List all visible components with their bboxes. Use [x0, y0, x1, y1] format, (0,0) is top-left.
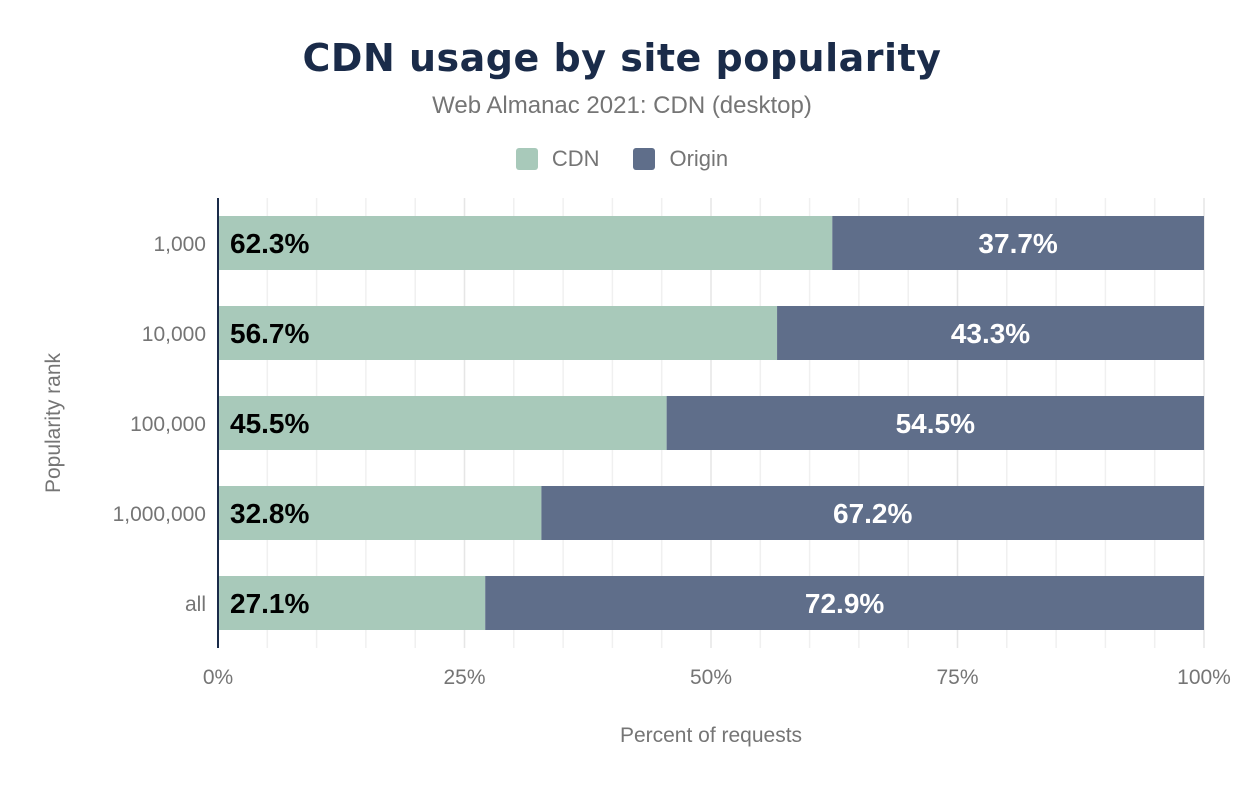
- legend: CDN Origin: [0, 146, 1244, 172]
- chart-subtitle: Web Almanac 2021: CDN (desktop): [432, 92, 812, 119]
- y-tick-label: all: [185, 593, 206, 616]
- bar-cdn: [218, 396, 667, 450]
- x-tick-label: 25%: [443, 666, 485, 689]
- data-label-cdn: 62.3%: [230, 228, 309, 259]
- x-tick-label: 50%: [690, 666, 732, 689]
- data-label-cdn: 27.1%: [230, 588, 309, 619]
- bar-cdn: [218, 216, 833, 270]
- bar-cdn: [218, 486, 542, 540]
- data-label-origin: 72.9%: [805, 588, 884, 619]
- legend-label-origin: Origin: [669, 146, 729, 171]
- data-label-cdn: 45.5%: [230, 408, 309, 439]
- y-tick-label: 1,000: [153, 233, 206, 256]
- legend-swatch-cdn: [515, 148, 538, 170]
- bar-cdn: [218, 576, 486, 630]
- x-tick-label: 0%: [203, 666, 233, 689]
- bar-cdn: [218, 306, 778, 360]
- data-label-cdn: 32.8%: [230, 498, 309, 529]
- bar-origin: [666, 396, 1204, 450]
- bar-origin: [541, 486, 1204, 540]
- y-tick-label: 10,000: [142, 323, 206, 346]
- data-label-cdn: 56.7%: [230, 318, 309, 349]
- legend-label-cdn: CDN: [551, 146, 600, 171]
- legend-item-origin[interactable]: Origin: [633, 146, 728, 172]
- chart-title: CDN usage by site popularity: [302, 36, 942, 80]
- data-label-origin: 67.2%: [833, 498, 912, 529]
- x-tick-label: 100%: [1177, 666, 1231, 689]
- bar-origin: [777, 306, 1204, 360]
- y-axis-title: Popularity rank: [42, 352, 65, 493]
- legend-swatch-origin: [633, 148, 656, 170]
- x-axis-title: Percent of requests: [620, 724, 802, 747]
- bar-origin: [485, 576, 1204, 630]
- y-tick-label: 100,000: [130, 413, 206, 436]
- y-tick-label: 1,000,000: [113, 503, 206, 526]
- data-label-origin: 43.3%: [951, 318, 1030, 349]
- data-label-origin: 54.5%: [896, 408, 975, 439]
- bar-origin: [832, 216, 1204, 270]
- legend-item-cdn[interactable]: CDN: [515, 146, 600, 172]
- x-tick-label: 75%: [936, 666, 978, 689]
- data-label-origin: 37.7%: [978, 228, 1057, 259]
